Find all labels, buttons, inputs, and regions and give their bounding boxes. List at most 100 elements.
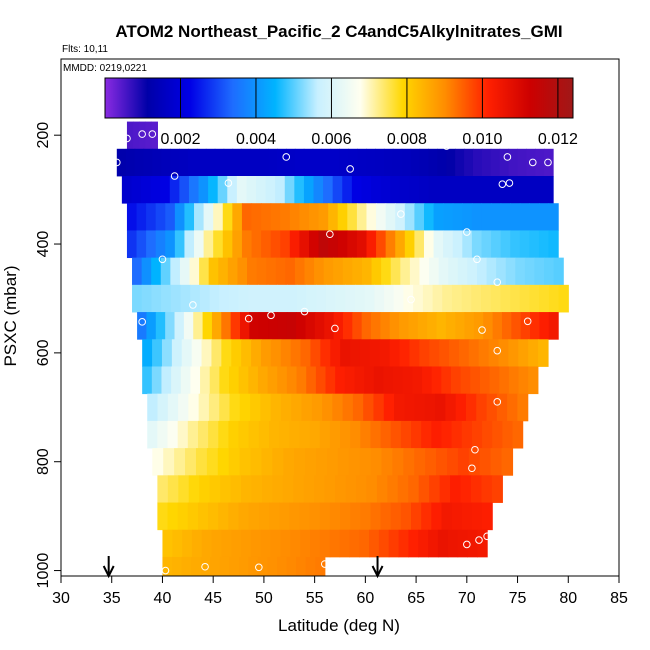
colorbar-gradient — [104, 77, 574, 119]
heatmap-cell — [137, 312, 148, 340]
heatmap-cell — [390, 176, 401, 204]
heatmap-cell — [381, 257, 392, 286]
heatmap-cell — [165, 203, 176, 231]
heatmap-cell — [277, 312, 288, 340]
heatmap-cell — [380, 312, 391, 340]
heatmap-cell — [206, 448, 219, 476]
heatmap-cell — [248, 366, 259, 395]
heatmap-cell — [356, 230, 368, 259]
heatmap-cell — [208, 420, 219, 449]
heatmap-cell — [359, 529, 370, 558]
colorbar-tick-label: 0.010 — [462, 131, 502, 148]
heatmap-cell — [286, 366, 298, 395]
heatmap-cell — [451, 284, 463, 313]
sample-point — [503, 153, 512, 161]
sample-point — [138, 318, 146, 326]
heatmap-cell — [147, 393, 159, 422]
heatmap-cell — [342, 176, 353, 204]
heatmap-cell — [360, 502, 372, 531]
heatmap-cell — [352, 312, 363, 340]
heatmap-cell — [414, 203, 425, 231]
heatmap-cell — [229, 556, 240, 576]
heatmap-cell — [479, 448, 492, 476]
heatmap-cell — [133, 121, 140, 150]
heatmap-cell — [364, 366, 375, 395]
heatmap-cell — [251, 203, 262, 231]
heatmap-cell — [468, 339, 480, 367]
sample-point — [397, 210, 405, 218]
heatmap-cell — [280, 529, 291, 558]
heatmap-cell — [442, 284, 453, 313]
sample-point — [123, 134, 131, 143]
heatmap-cell — [428, 529, 439, 558]
heatmap-cell — [272, 475, 284, 503]
heatmap-cell — [408, 312, 419, 340]
heatmap-cell — [518, 339, 529, 367]
heatmap-cell — [205, 148, 216, 177]
heatmap-cell — [460, 475, 472, 503]
heatmap-cell — [150, 176, 161, 204]
heatmap-cell — [238, 284, 249, 313]
heatmap-cell — [413, 284, 424, 313]
heatmap-cell — [424, 393, 436, 422]
heatmap-cell — [499, 148, 510, 177]
heatmap-cell — [539, 312, 550, 340]
heatmap-cell — [199, 257, 210, 286]
heatmap-cell — [309, 230, 320, 259]
heatmap-cell — [481, 284, 492, 313]
heatmap-cell — [217, 176, 228, 204]
heatmap-cell — [267, 366, 278, 395]
heatmap-cell — [361, 312, 372, 340]
heatmap-cell — [414, 448, 426, 476]
sample-point — [483, 532, 491, 541]
heatmap-cell — [267, 556, 278, 576]
heatmap-cell — [283, 448, 295, 476]
heatmap-cell — [157, 502, 169, 531]
heatmap-cell — [257, 366, 269, 395]
heatmap-cell — [423, 230, 435, 259]
heatmap-cell — [366, 475, 378, 503]
heatmap-cell — [470, 475, 483, 503]
sample-point — [148, 130, 157, 138]
heatmap-cell — [500, 284, 511, 313]
heatmap-cell — [208, 257, 219, 286]
heatmap-cell — [319, 420, 331, 449]
heatmap-cell — [151, 366, 163, 395]
heatmap-cell — [369, 339, 381, 367]
heatmap-cell — [428, 148, 438, 177]
heatmap-cell — [380, 176, 391, 204]
arrow-head — [371, 565, 384, 579]
colorbar-tick-label: 0.002 — [160, 131, 200, 148]
colorbar-tick-label: 0.004 — [236, 131, 276, 148]
heatmap-cell — [510, 284, 521, 313]
heatmap-cell — [218, 257, 229, 286]
heatmap-cell — [277, 284, 288, 313]
heatmap-cell — [217, 448, 230, 476]
heatmap-cell — [162, 556, 173, 576]
heatmap-cell — [508, 366, 520, 395]
heatmap-cell — [306, 366, 317, 395]
heatmap-cell — [248, 420, 260, 449]
heatmap-cell — [160, 176, 171, 204]
heatmap-cell — [383, 148, 394, 177]
heatmap-cell — [351, 176, 363, 204]
heatmap-cell — [179, 176, 190, 204]
heatmap-cell — [126, 121, 134, 150]
sample-point — [528, 158, 537, 167]
heatmap-cell — [309, 502, 321, 531]
heatmap-cell — [422, 366, 433, 395]
heatmap-cell — [139, 121, 146, 150]
heatmap-cell — [239, 448, 252, 476]
heatmap-cell — [408, 529, 419, 558]
heatmap-cell — [279, 420, 290, 449]
heatmap-cell — [385, 203, 396, 231]
heatmap-cell — [441, 366, 452, 395]
heatmap-cell — [357, 148, 367, 177]
heatmap-cell — [294, 148, 305, 177]
heatmap-cell — [132, 257, 143, 286]
y-tick-label: 600 — [35, 339, 52, 366]
heatmap-cell — [236, 176, 248, 204]
heatmap-cell — [390, 502, 402, 531]
heatmap-cell — [241, 203, 253, 231]
heatmap-cell — [280, 230, 291, 259]
